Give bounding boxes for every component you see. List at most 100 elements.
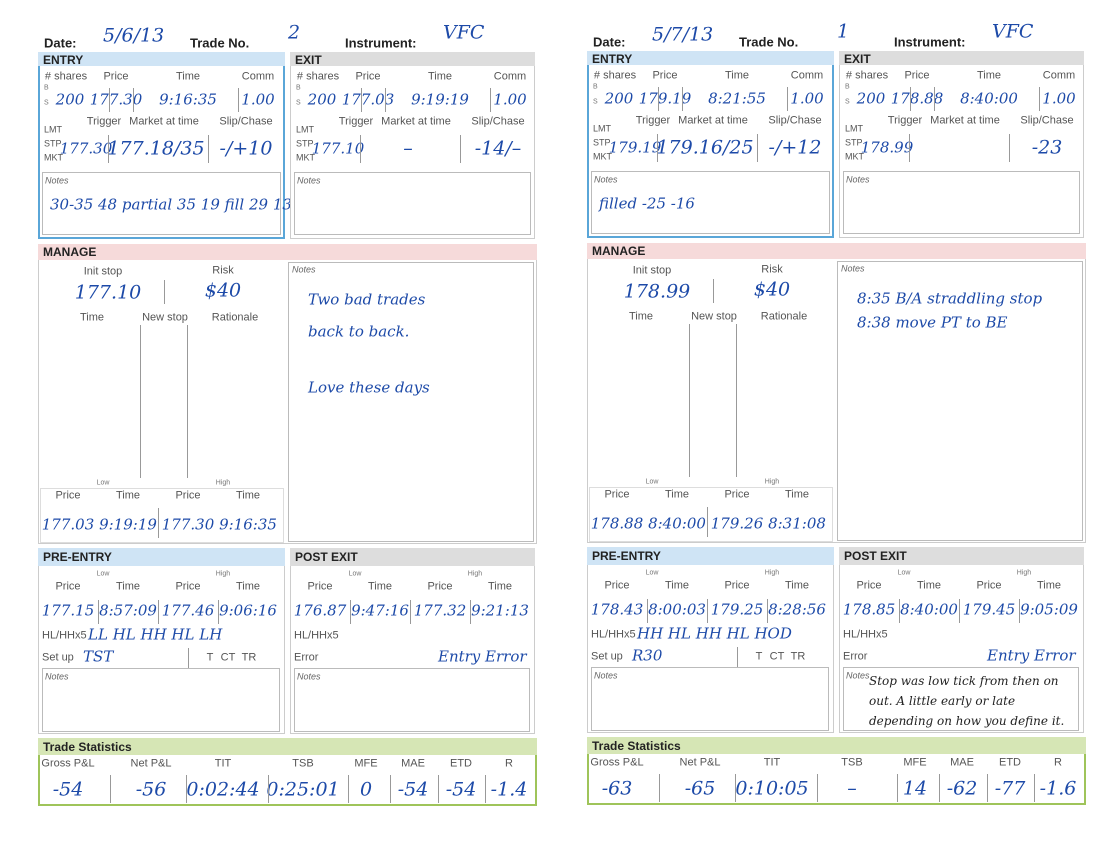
divider [109,88,110,112]
entry-title: ENTRY [43,53,84,67]
stat-value: -62 [946,777,978,800]
divider [657,134,658,162]
divider [268,775,269,803]
fill-value: 1.00 [1042,89,1076,108]
stat-label: MFE [903,756,927,769]
pre_entry-header [587,547,834,565]
notes-box [294,172,531,235]
stat-value: 14 [902,777,928,800]
stat-value: -1.6 [1039,777,1077,800]
market-value: 177.18/35 [107,137,205,160]
order-type: LMT [845,123,863,134]
risk-value: $40 [204,279,242,302]
setup-value: TST [83,647,114,666]
column-label: Market at time [678,114,748,127]
column-label: Market at time [129,115,199,128]
manage-note: 8:38 move PT to BE [857,313,1008,332]
date-value: 5/6/13 [103,24,165,47]
fill-value: 9:16:35 [159,90,217,109]
init-stop-value: 178.99 [623,280,691,303]
column-label: Price [652,69,678,82]
divider [658,87,659,111]
fill-value: 1.00 [493,90,527,109]
column-label: Time [367,580,393,593]
trade-no-value: 1 [837,20,850,43]
slip-value: -/+12 [768,136,822,159]
instrument-value: VFC [443,21,485,44]
fill-value: 200 [55,90,85,109]
setup-label: Set up [42,651,74,664]
notes-box [843,171,1080,234]
column-label: Comm [790,69,824,82]
notes-box [843,667,1079,731]
column-label: # shares [845,69,889,82]
low-time: 9:47:16 [351,601,409,620]
divider [737,647,738,667]
low-label: Low [96,570,110,578]
divider [187,325,188,478]
column-label: Trigger [338,115,374,128]
side-label: S [296,99,301,107]
column-label: Market at time [930,114,1000,127]
column-label: Price [55,580,81,593]
low-label: Low [96,479,110,487]
exit-title: EXIT [844,52,871,66]
high-time: 9:21:13 [471,601,529,620]
divider [787,87,788,111]
low-label: Low [897,569,911,577]
column-label: New stop [142,311,188,324]
column-label: Market at time [381,115,451,128]
divider [140,325,141,478]
low-time: 9:19:19 [99,515,157,534]
order-type: MKT [44,152,63,163]
order-type: MKT [845,151,864,162]
column-label: Price [724,579,750,592]
order-type: STP [593,137,611,148]
extremes-box [589,487,833,542]
order-type: MKT [296,152,315,163]
column-label: New stop [691,310,737,323]
column-label: Price [355,70,381,83]
fill-value: 1.00 [241,90,275,109]
divider [987,774,988,802]
stat-value: -65 [684,777,716,800]
low-time: 8:40:00 [900,600,958,619]
manage-header [587,243,1086,259]
divider [939,774,940,802]
trade-no-label: Trade No. [739,34,799,50]
column-label: Price [604,488,630,501]
manage-title: MANAGE [592,244,646,258]
order-type: STP [296,138,314,149]
manage-title: MANAGE [43,245,97,259]
column-label: Slip/Chase [471,115,525,128]
order-type: LMT [593,123,611,134]
low-label: Low [645,478,659,486]
low-price: 177.03 [41,515,95,534]
divider [682,87,683,111]
divider [188,648,189,668]
fill-value: 200 [856,89,886,108]
stat-value: 0:25:01 [266,778,340,801]
trade-no-value: 2 [288,21,301,44]
divider [1034,774,1035,802]
divider [934,87,935,111]
divider [133,88,134,112]
stat-label: Net P&L [679,756,721,769]
trigger-value: 177.10 [311,139,365,158]
column-label: Time [664,579,690,592]
divider [158,508,159,538]
notes-label: Notes [45,175,69,186]
stat-label: TSB [292,757,314,770]
manage-note: Love these days [308,378,430,397]
error-label: Error [294,651,319,664]
divider [899,599,900,623]
divider [1039,87,1040,111]
column-label: Time [427,70,453,83]
hl-label: HL/HHx5 [591,628,636,641]
pre_entry-title: PRE-ENTRY [43,550,112,564]
risk-value: $40 [753,278,791,301]
column-label: Trigger [887,114,923,127]
stat-value: 0:02:44 [186,778,260,801]
notes-label: Notes [292,264,316,275]
